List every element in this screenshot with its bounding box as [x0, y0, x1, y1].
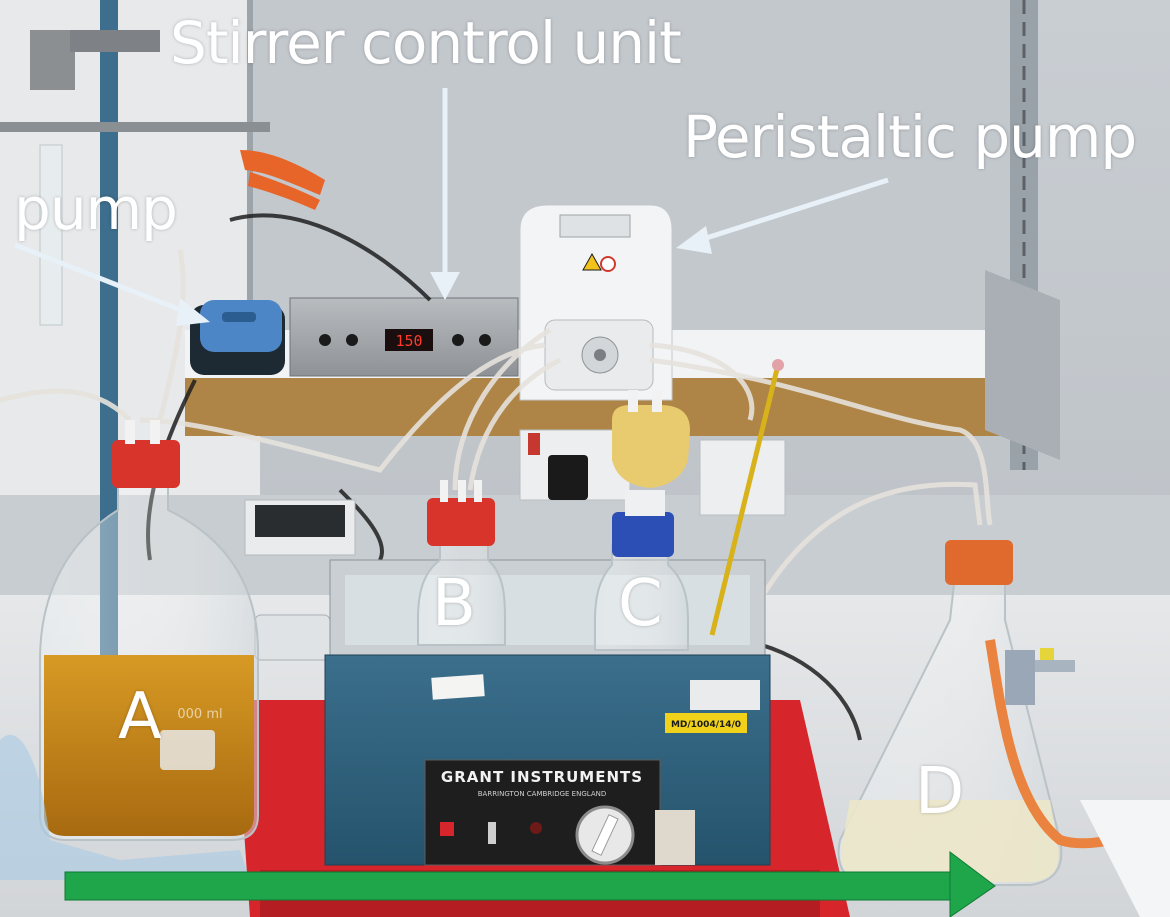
small-pump: [200, 300, 282, 352]
stirrer-plate: [254, 614, 331, 661]
water-surface: [345, 575, 750, 645]
warning-icon: [582, 252, 602, 271]
clamp-grip-upper: [240, 150, 325, 195]
pump-rotor-hub: [594, 349, 606, 361]
tubing: [0, 249, 993, 602]
asset-tag: [665, 713, 747, 733]
small-pump-vent: [222, 312, 256, 322]
pump-label: pump: [14, 175, 178, 243]
bottle-c-adapter: [625, 490, 665, 516]
bottle-c-port-2: [652, 390, 662, 412]
heater-lamp: [530, 822, 542, 834]
asset-tag-text: MD/1004/14/0: [671, 720, 741, 730]
bottle-a-cap: [112, 440, 180, 488]
stirrer-display: [385, 329, 433, 351]
power-lamp: [440, 822, 454, 836]
shelf-bracket: [985, 270, 1060, 460]
calibration-sticker: [655, 810, 695, 865]
paper-sheet: [1080, 800, 1170, 917]
power-toggle: [488, 822, 496, 844]
gas-tap-handle: [1040, 648, 1054, 660]
flask-d-liquid: [841, 800, 1059, 882]
vessel-c-label: C: [618, 567, 663, 641]
bottle-c-cap: [612, 512, 674, 557]
plug: [548, 455, 588, 500]
bottle-a-label: [160, 730, 215, 770]
bottle-a-port-2: [150, 420, 160, 444]
peristaltic-arrow-head: [676, 226, 712, 254]
bottle-a-liquid: [44, 655, 254, 836]
burette: [39, 144, 63, 326]
clamp-arm: [70, 30, 160, 52]
annotation-arrows: [14, 88, 889, 326]
peristaltic-arrow-shaft: [699, 177, 889, 243]
bath-sticker: [431, 674, 485, 700]
flow-arrow-head: [949, 850, 996, 917]
cloth: [0, 734, 250, 880]
stirrer-control-unit-label: Stirrer control unit: [170, 9, 682, 77]
thermometer-bulb: [772, 359, 784, 371]
bottle-c-port-1: [628, 390, 638, 412]
pump-arrow-head: [176, 298, 210, 326]
vessel-a-label: A: [118, 680, 162, 754]
bottle-c-manifold: [612, 405, 690, 488]
bottle-b-port-2: [458, 480, 466, 502]
wall-socket: [699, 439, 786, 516]
bottle-b: [417, 539, 506, 646]
stirrer-arrow-head: [430, 272, 460, 300]
water-bath-location: BARRINGTON CAMBRIDGE ENGLAND: [478, 790, 607, 798]
vessel-b-label: B: [432, 567, 476, 641]
gas-tap-nozzle: [1035, 660, 1075, 672]
bottle-b-cap: [427, 498, 495, 546]
boss-head: [30, 30, 75, 90]
stirrer-knob-3: [452, 334, 464, 346]
peristaltic-pump-label: Peristaltic pump: [683, 103, 1137, 171]
vessel-d-label: D: [915, 755, 965, 829]
clamp-grip-lower: [248, 172, 320, 210]
bottle-b-port-1: [440, 480, 448, 502]
stirrer-knob-1: [319, 334, 331, 346]
stirrer-knob-4: [479, 334, 491, 346]
bottle-a-volume-mark: 000 ml: [177, 707, 222, 722]
bottle-c: [594, 544, 689, 651]
clamp-rod: [0, 122, 270, 132]
gas-tap: [1005, 650, 1035, 705]
temperature-dial-knob: [591, 814, 619, 856]
stirrer-knob-2: [346, 334, 358, 346]
bottle-b-port-3: [474, 480, 482, 502]
water-bath-brand: GRANT INSTRUMENTS: [441, 768, 643, 786]
pump-display: [559, 214, 631, 238]
pump-arrow-shaft: [14, 242, 187, 315]
prohibition-icon: [600, 256, 616, 272]
thermometer: [709, 364, 781, 636]
flow-arrow-shaft: [64, 871, 956, 901]
bath-label-white: [690, 680, 760, 710]
bottle-a-port-1: [125, 420, 135, 444]
flask-d-stopper: [945, 540, 1013, 585]
stirrer-display-readout: 150: [395, 332, 422, 350]
heating-block-wells: [255, 505, 345, 537]
socket-switch: [528, 433, 540, 455]
